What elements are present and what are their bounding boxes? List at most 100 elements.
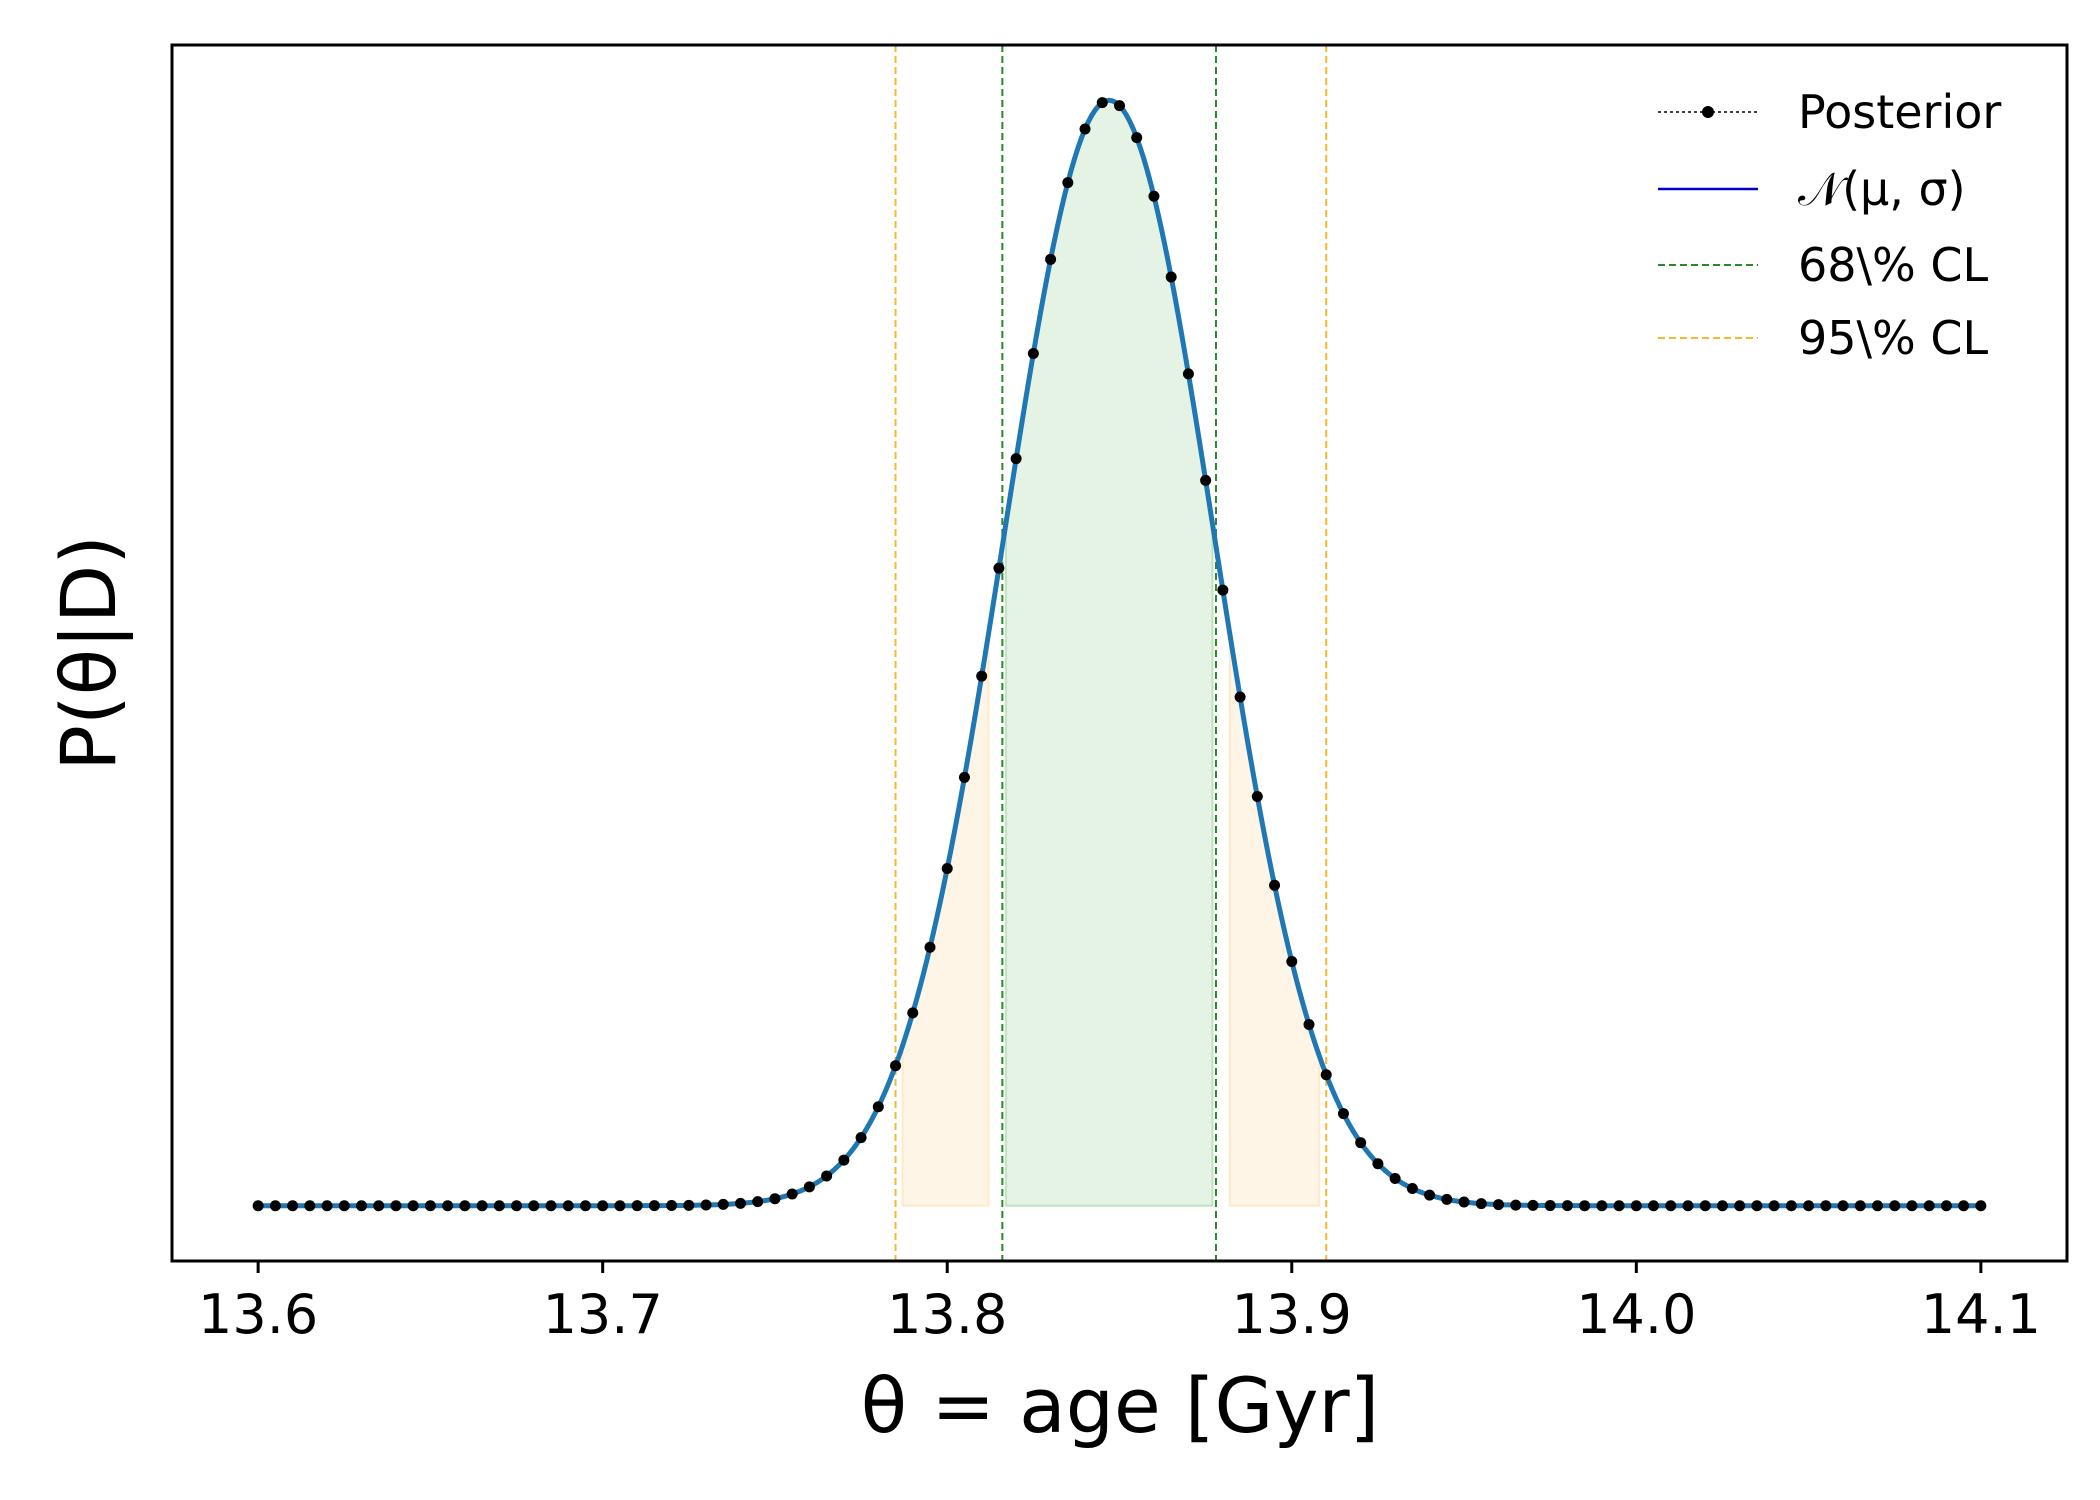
posterior-point — [631, 1200, 643, 1212]
posterior-point — [1096, 97, 1108, 109]
posterior-point — [1269, 879, 1281, 891]
posterior-point — [1923, 1200, 1935, 1212]
posterior-point — [683, 1199, 695, 1211]
x-tick-label: 13.8 — [887, 1283, 1007, 1346]
posterior-point — [1751, 1200, 1763, 1212]
posterior-point — [493, 1200, 505, 1212]
shaded-regions — [901, 99, 1321, 1207]
posterior-point — [1716, 1200, 1728, 1212]
posterior-point — [1286, 955, 1298, 967]
posterior-point — [993, 562, 1005, 574]
posterior-point — [373, 1200, 385, 1212]
posterior-point — [1493, 1199, 1504, 1211]
posterior-point — [1561, 1200, 1573, 1212]
posterior-point — [1251, 791, 1263, 803]
posterior-point — [1768, 1200, 1780, 1212]
posterior-point — [1510, 1199, 1522, 1211]
posterior-point — [545, 1200, 557, 1212]
posterior-point — [1389, 1172, 1401, 1184]
legend: Posterior 𝒩(μ, σ) 68\% CL 95\% CL — [1658, 85, 2001, 365]
posterior-point — [1320, 1069, 1332, 1081]
posterior-point — [717, 1198, 729, 1210]
posterior-point — [924, 941, 936, 953]
posterior-point — [1200, 474, 1212, 486]
posterior-point — [1854, 1200, 1866, 1212]
posterior-point — [442, 1200, 454, 1212]
posterior-point — [1803, 1200, 1815, 1212]
posterior-point — [1785, 1200, 1797, 1212]
posterior-point — [1372, 1158, 1384, 1170]
posterior-point — [1148, 190, 1160, 202]
y-axis-title: P(θ|D) — [44, 535, 134, 771]
posterior-point — [1699, 1200, 1711, 1212]
posterior-point — [821, 1170, 833, 1182]
x-tick-label: 14.0 — [1576, 1283, 1696, 1346]
posterior-point — [287, 1200, 299, 1212]
posterior-point — [597, 1200, 609, 1212]
posterior-point — [252, 1200, 264, 1212]
plot-frame — [170, 43, 2069, 1263]
posterior-point — [941, 863, 953, 875]
legend-label: 𝒩(μ, σ) — [1798, 162, 1966, 216]
x-tick-label: 13.9 — [1232, 1283, 1352, 1346]
legend-label: 68\% CL — [1798, 238, 1988, 292]
posterior-point — [735, 1197, 746, 1209]
x-tick-label: 14.1 — [1921, 1283, 2041, 1346]
posterior-point — [1131, 132, 1143, 144]
x-tick-label: 13.6 — [198, 1283, 318, 1346]
posterior-point — [1027, 347, 1039, 359]
posterior-point — [1906, 1200, 1918, 1212]
shaded-region-cl68 — [1004, 99, 1214, 1207]
posterior-point — [1648, 1200, 1660, 1212]
posterior-point — [1889, 1200, 1901, 1212]
posterior-point — [1165, 271, 1177, 283]
posterior-point — [890, 1060, 902, 1072]
posterior-point — [1441, 1193, 1453, 1205]
posterior-point — [1837, 1200, 1849, 1212]
posterior-point — [1010, 453, 1022, 465]
posterior-point — [1114, 100, 1125, 112]
posterior-point — [769, 1193, 781, 1205]
posterior-point — [424, 1200, 436, 1212]
posterior-point — [1734, 1200, 1746, 1212]
posterior-point — [855, 1132, 867, 1144]
posterior-point — [528, 1200, 540, 1212]
posterior-point — [511, 1200, 523, 1212]
posterior-point — [1527, 1199, 1539, 1211]
posterior-point — [614, 1200, 626, 1212]
posterior-point — [579, 1200, 591, 1212]
posterior-point — [1872, 1200, 1883, 1212]
x-axis-ticks: 13.6 13.7 13.8 13.9 14.0 14.1 — [198, 1261, 2041, 1346]
posterior-point — [1958, 1200, 1970, 1212]
x-tick-label: 13.7 — [543, 1283, 663, 1346]
posterior-point — [1475, 1198, 1487, 1210]
posterior-point — [648, 1200, 660, 1212]
posterior-point — [1406, 1183, 1418, 1195]
posterior-point — [1544, 1200, 1556, 1212]
x-axis-title: θ = age [Gyr] — [861, 1361, 1380, 1450]
posterior-point — [752, 1196, 764, 1208]
posterior-points-layer — [252, 97, 1987, 1212]
posterior-point — [321, 1200, 333, 1212]
posterior-point — [459, 1200, 471, 1212]
posterior-point — [1182, 368, 1194, 380]
posterior-point — [1217, 584, 1229, 596]
posterior-point — [356, 1200, 367, 1212]
posterior-point — [666, 1200, 678, 1212]
posterior-point — [1234, 691, 1246, 703]
posterior-point — [1613, 1200, 1625, 1212]
posterior-point — [838, 1154, 850, 1166]
posterior-point — [1940, 1200, 1952, 1212]
posterior-point — [1820, 1200, 1832, 1212]
posterior-point — [1682, 1200, 1694, 1212]
posterior-point — [1303, 1018, 1315, 1030]
posterior-point — [872, 1101, 884, 1113]
posterior-point — [1062, 177, 1074, 189]
posterior-point — [562, 1200, 574, 1212]
posterior-point — [700, 1199, 712, 1211]
posterior-point — [1355, 1137, 1367, 1149]
posterior-point — [1596, 1200, 1608, 1212]
posterior-point — [1337, 1108, 1349, 1120]
posterior-point — [1975, 1200, 1987, 1212]
